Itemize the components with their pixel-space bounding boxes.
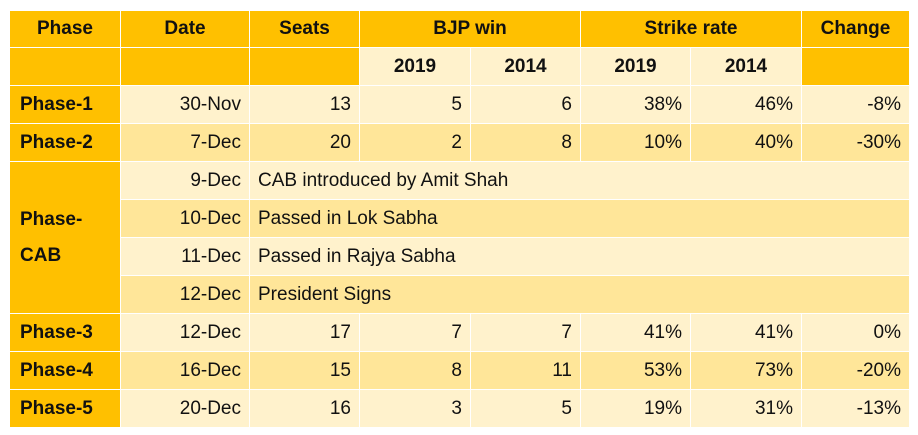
- election-phase-table: Phase Date Seats BJP win Strike rate Cha…: [9, 10, 911, 428]
- date-cell: 12-Dec: [120, 313, 250, 352]
- phase-cab-label: Phase- CAB: [9, 161, 121, 314]
- phase-label: Phase-2: [9, 123, 121, 162]
- header-phase: Phase: [9, 10, 121, 48]
- event-date: 12-Dec: [120, 275, 250, 314]
- date-cell: 16-Dec: [120, 351, 250, 390]
- cab-event-row: 11-Dec Passed in Rajya Sabha: [9, 237, 911, 276]
- table-row: Phase-4 16-Dec 15 8 11 53% 73% -20%: [9, 351, 911, 390]
- header-strike-rate: Strike rate: [579, 10, 803, 48]
- sr-2019-cell: 53%: [580, 351, 691, 390]
- header-blank: [801, 47, 911, 86]
- table-container: Phase Date Seats BJP win Strike rate Cha…: [9, 10, 911, 428]
- header-bjp-win: BJP win: [359, 10, 581, 48]
- sr-2014-cell: 46%: [689, 85, 803, 124]
- table-row: Phase-1 30-Nov 13 5 6 38% 46% -8%: [9, 85, 911, 124]
- win-2014-cell: 8: [470, 123, 581, 162]
- event-date: 9-Dec: [120, 161, 250, 200]
- win-2014-cell: 11: [470, 351, 581, 390]
- header-row-1: Phase Date Seats BJP win Strike rate Cha…: [9, 10, 911, 48]
- table-row: Phase-5 20-Dec 16 3 5 19% 31% -13%: [9, 389, 911, 428]
- seats-cell: 16: [249, 389, 360, 428]
- header-blank: [120, 47, 250, 86]
- win-2019-cell: 3: [359, 389, 471, 428]
- date-cell: 30-Nov: [120, 85, 250, 124]
- header-blank: [249, 47, 360, 86]
- cab-event-row: 12-Dec President Signs: [9, 275, 911, 314]
- phase-label: Phase-5: [9, 389, 121, 428]
- sr-2019-cell: 19%: [580, 389, 691, 428]
- change-cell: -13%: [801, 389, 911, 428]
- header-seats: Seats: [249, 10, 360, 48]
- win-2019-cell: 5: [359, 85, 471, 124]
- header-win-2014: 2014: [470, 47, 581, 86]
- date-cell: 20-Dec: [120, 389, 250, 428]
- event-text: Passed in Rajya Sabha: [248, 237, 911, 276]
- sr-2014-cell: 31%: [689, 389, 803, 428]
- win-2014-cell: 6: [470, 85, 581, 124]
- header-change: Change: [801, 10, 911, 48]
- sr-2014-cell: 40%: [689, 123, 803, 162]
- change-cell: 0%: [801, 313, 911, 352]
- change-cell: -30%: [801, 123, 911, 162]
- change-cell: -20%: [801, 351, 911, 390]
- seats-cell: 17: [249, 313, 360, 352]
- phase-label: Phase-4: [9, 351, 121, 390]
- seats-cell: 13: [249, 85, 360, 124]
- phase-cab-label-line1: Phase-: [20, 208, 83, 230]
- date-cell: 7-Dec: [120, 123, 250, 162]
- win-2014-cell: 7: [470, 313, 581, 352]
- sr-2014-cell: 41%: [689, 313, 803, 352]
- header-row-2: 2019 2014 2019 2014: [9, 47, 911, 86]
- sr-2014-cell: 73%: [689, 351, 803, 390]
- event-text: President Signs: [248, 275, 911, 314]
- sr-2019-cell: 41%: [580, 313, 691, 352]
- event-date: 11-Dec: [120, 237, 250, 276]
- sr-2019-cell: 38%: [580, 85, 691, 124]
- win-2019-cell: 2: [359, 123, 471, 162]
- table-row: Phase-2 7-Dec 20 2 8 10% 40% -30%: [9, 123, 911, 162]
- seats-cell: 20: [249, 123, 360, 162]
- win-2014-cell: 5: [470, 389, 581, 428]
- phase-label: Phase-1: [9, 85, 121, 124]
- header-date: Date: [120, 10, 250, 48]
- event-text: Passed in Lok Sabha: [248, 199, 911, 238]
- event-date: 10-Dec: [120, 199, 250, 238]
- change-cell: -8%: [801, 85, 911, 124]
- seats-cell: 15: [249, 351, 360, 390]
- header-sr-2014: 2014: [689, 47, 803, 86]
- header-win-2019: 2019: [359, 47, 471, 86]
- win-2019-cell: 8: [359, 351, 471, 390]
- header-blank: [9, 47, 121, 86]
- event-text: CAB introduced by Amit Shah: [248, 161, 911, 200]
- phase-label: Phase-3: [9, 313, 121, 352]
- cab-event-row: Phase- CAB 9-Dec CAB introduced by Amit S…: [9, 161, 911, 314]
- header-sr-2019: 2019: [580, 47, 691, 86]
- sr-2019-cell: 10%: [580, 123, 691, 162]
- win-2019-cell: 7: [359, 313, 471, 352]
- cab-event-row: 10-Dec Passed in Lok Sabha: [9, 199, 911, 238]
- phase-cab-label-line2: CAB: [20, 244, 62, 266]
- table-row: Phase-3 12-Dec 17 7 7 41% 41% 0%: [9, 313, 911, 352]
